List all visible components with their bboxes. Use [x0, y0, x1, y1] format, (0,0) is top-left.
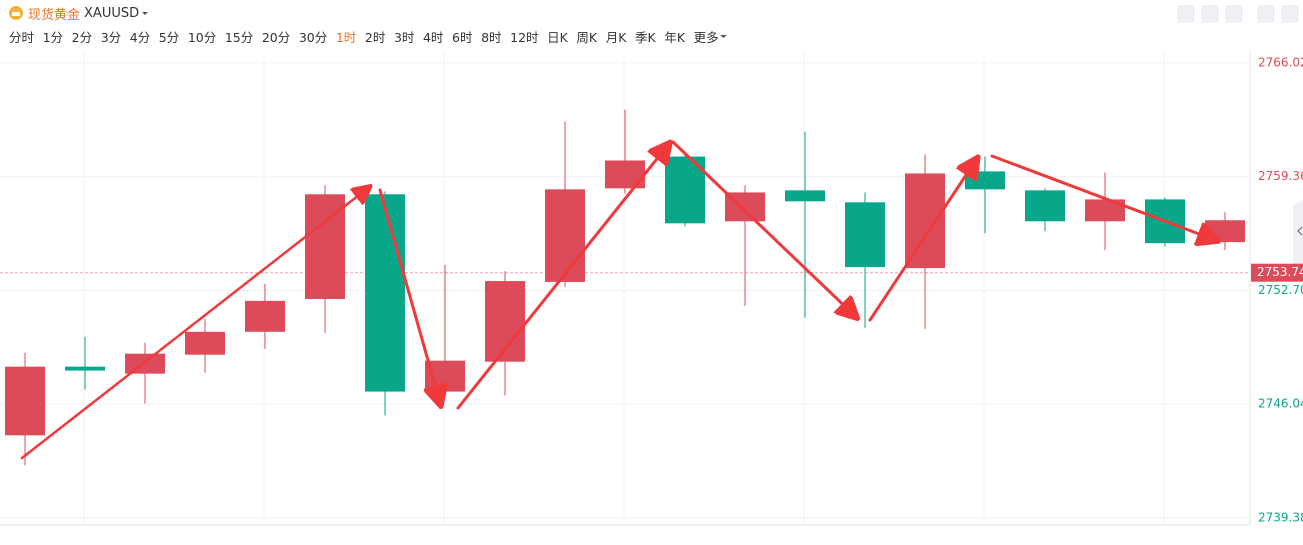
timeframe[interactable]: 周K [576, 30, 598, 45]
timeframe[interactable]: 30分 [298, 30, 328, 45]
y-tick-label: 2739.38 [1258, 510, 1303, 524]
timeframe[interactable]: 12时 [510, 30, 539, 45]
timeframe[interactable]: 20分 [261, 30, 291, 45]
y-tick-label: 2759.36 [1258, 169, 1303, 183]
y-tick-label: 2752.70 [1258, 283, 1303, 297]
timeframe[interactable]: 5分 [158, 30, 180, 45]
timeframe[interactable]: 1时 [335, 30, 357, 45]
timeframe[interactable]: 8时 [481, 30, 502, 45]
caret [142, 12, 149, 15]
candle-body [965, 171, 1005, 190]
symbol: XAUUSD [84, 5, 140, 21]
timeframe[interactable]: 2时 [364, 30, 386, 45]
annotation-arrows [20, 142, 1215, 460]
y-tick-label: 2746.04 [1258, 397, 1303, 411]
time-grid [83, 52, 1165, 525]
candle-body [905, 173, 945, 269]
side-tab-arrow [1297, 226, 1303, 236]
timeframe[interactable]: 1分 [42, 30, 64, 45]
gold-icon [9, 6, 23, 20]
timeframe[interactable]: 年K [664, 30, 686, 45]
timeframe[interactable]: 3时 [393, 30, 415, 45]
timeframe[interactable]: 10分 [187, 30, 217, 45]
candle-body [1025, 190, 1065, 222]
timeframe[interactable]: 月K [605, 30, 627, 45]
candle-body [5, 366, 45, 436]
timeframe[interactable]: 日K [547, 30, 568, 45]
candles [0, 62, 1250, 519]
y-tick-label: 2766.02 [1258, 55, 1303, 69]
tool-draw[interactable] [1201, 5, 1219, 23]
candle-body [65, 366, 105, 371]
timeframe-bar: 分时 1分 2分 3分 4分 5分 10分 15分 20分 30分 1时 2时 3时 4时 6时 8时 12时日… [9, 27, 729, 46]
timeframe[interactable]: 6时 [452, 30, 473, 45]
side-tab[interactable] [1293, 200, 1303, 270]
candle-body [245, 300, 285, 332]
last-price-label: 2753.74 [1257, 265, 1303, 279]
last-price-box [1251, 263, 1303, 282]
timeframe[interactable]: 4时 [422, 30, 444, 45]
candle-body [605, 160, 645, 189]
candle-body [845, 202, 885, 268]
timeframe[interactable]: 15分 [224, 30, 254, 45]
candle-body [785, 190, 825, 202]
timeframe[interactable]: 更多 [693, 30, 719, 45]
candle-body [185, 331, 225, 355]
caret [719, 35, 727, 38]
candle-body [1085, 199, 1125, 222]
tool-candle[interactable] [1225, 5, 1243, 23]
timeframe[interactable]: 4分 [129, 30, 151, 45]
timeframe[interactable]: 2分 [71, 30, 93, 45]
tool-line[interactable] [1177, 5, 1195, 23]
symbol-header[interactable]: 现货黄金 XAUUSD [8, 3, 151, 23]
timeframe[interactable]: 季K [635, 30, 656, 45]
candle-body [365, 194, 405, 392]
timeframe[interactable]: 分时 [9, 30, 35, 45]
title: 现货黄金 [28, 7, 81, 23]
candle-body [545, 189, 585, 282]
tool-expand[interactable] [1257, 5, 1275, 23]
candle-body [125, 353, 165, 374]
timeframe[interactable]: 3分 [100, 30, 122, 45]
tool-close[interactable] [1281, 5, 1299, 23]
